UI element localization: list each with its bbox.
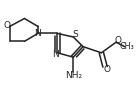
Text: NH₂: NH₂	[65, 71, 82, 80]
Text: O: O	[3, 21, 10, 30]
Text: N: N	[52, 50, 59, 59]
Text: O: O	[103, 65, 110, 74]
Text: S: S	[72, 30, 78, 39]
Text: O: O	[114, 36, 121, 45]
Text: N: N	[35, 29, 41, 37]
Text: CH₃: CH₃	[120, 42, 134, 51]
